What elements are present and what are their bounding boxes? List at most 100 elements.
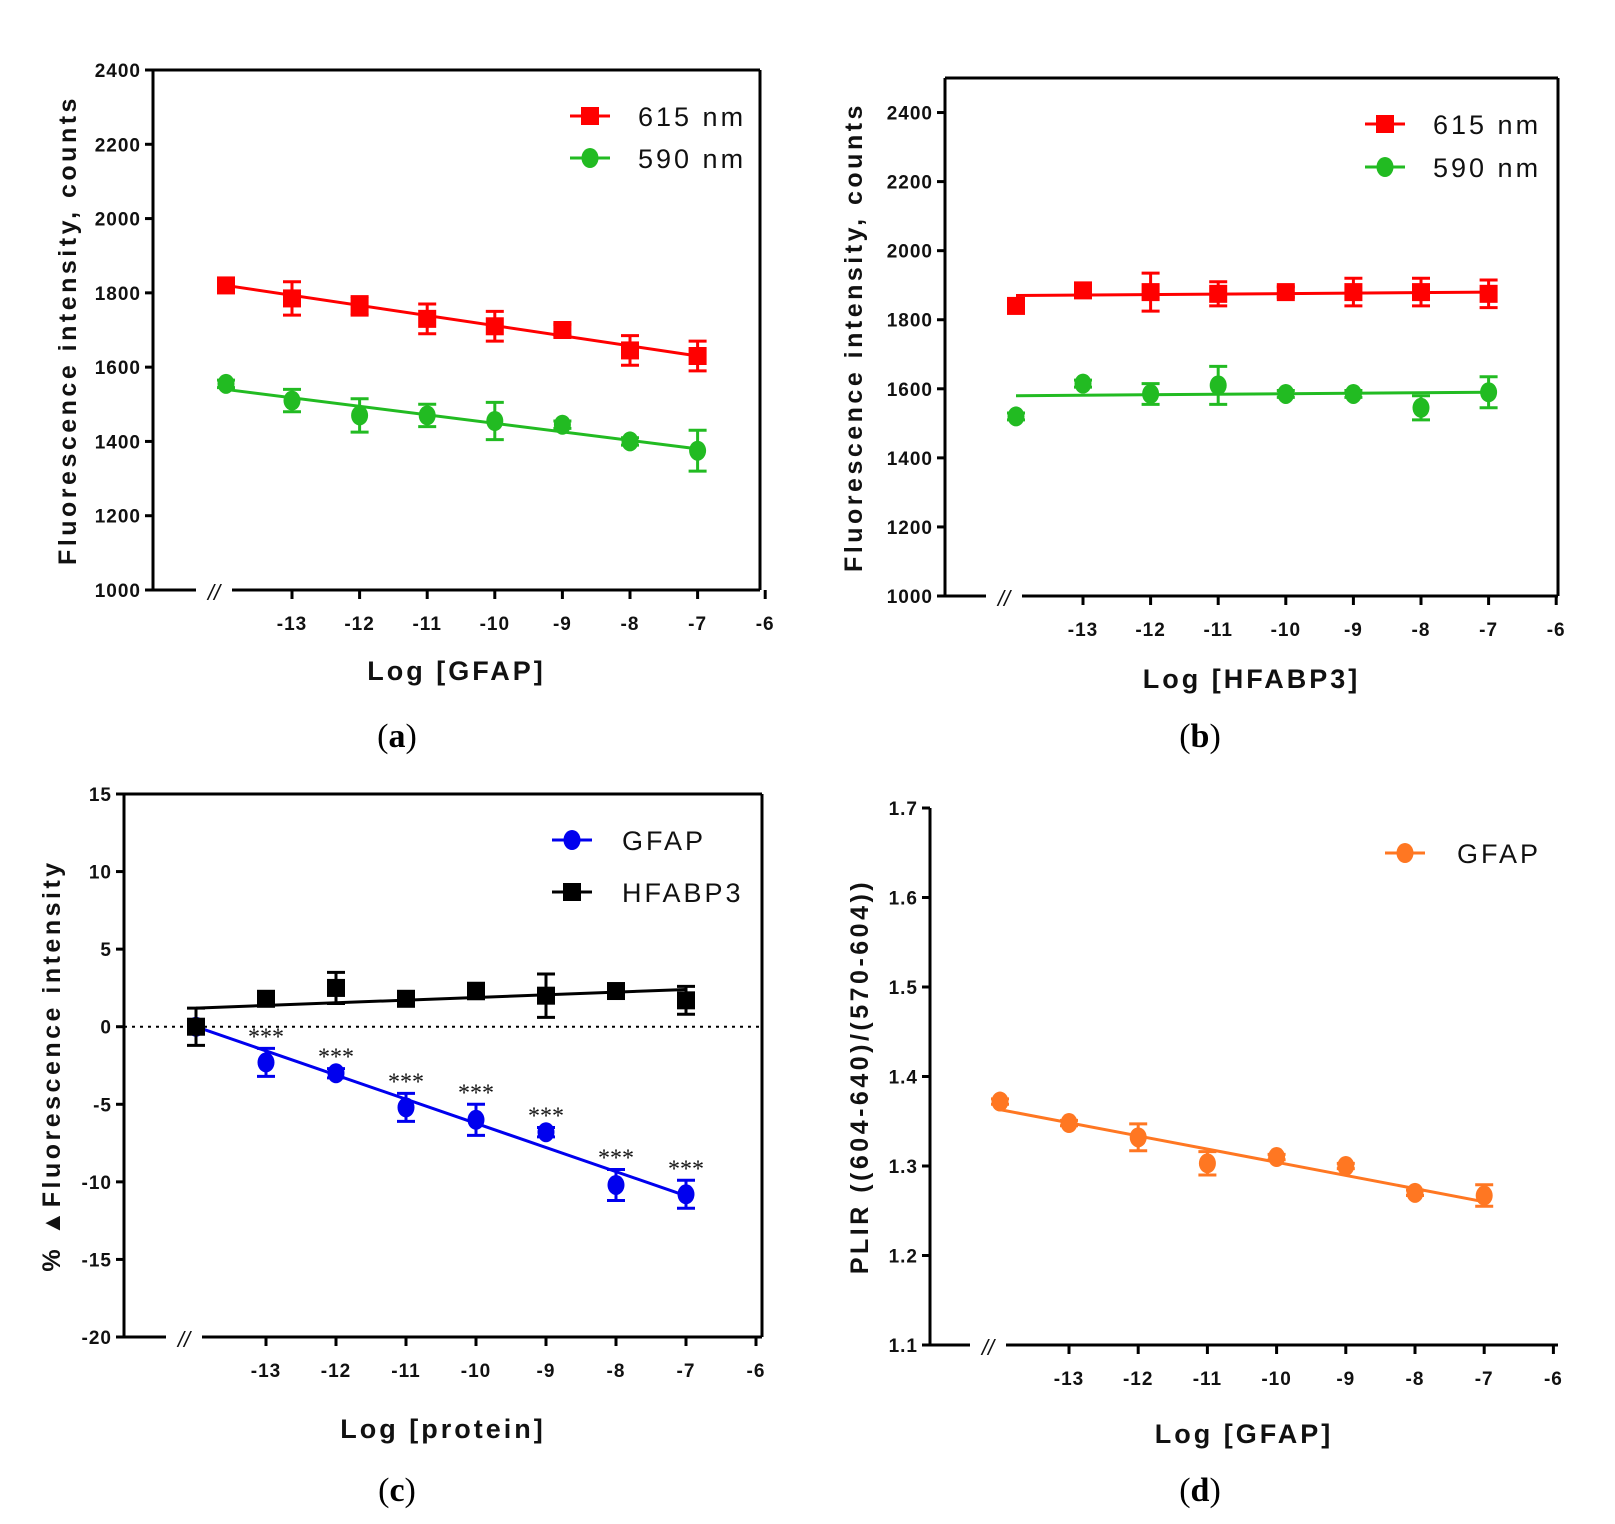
y-tick-label: 2200 — [95, 135, 141, 156]
series-hfabp3 — [187, 970, 695, 1047]
data-point — [607, 982, 625, 1001]
data-point — [1007, 296, 1025, 315]
caption-b: (b) — [1179, 718, 1221, 755]
y-tick-label: 5 — [100, 940, 112, 961]
y-tick-label: 1000 — [95, 581, 141, 602]
series-615-nm — [217, 276, 707, 373]
y-tick-label: 1400 — [95, 432, 141, 453]
legend-marker — [581, 148, 599, 168]
legend-entry: GFAP — [552, 826, 706, 856]
x-tick-label: -11 — [412, 614, 441, 635]
legend-marker — [563, 883, 581, 901]
y-axis-label: Fluorescence intensity, counts — [840, 102, 868, 572]
data-point — [689, 440, 707, 461]
x-tick-label: -8 — [1412, 620, 1431, 641]
significance-stars: *** — [248, 1024, 284, 1050]
legend-entry: 590 nm — [1365, 153, 1541, 183]
data-point — [537, 986, 555, 1005]
legend-label: HFABP3 — [622, 878, 744, 908]
data-point — [991, 1091, 1009, 1112]
significance-stars: *** — [598, 1145, 634, 1171]
data-point — [688, 347, 707, 365]
y-tick-label: 2400 — [95, 61, 141, 82]
panel-b: // 1000 1200 1400 1600 1800 2000 2200 2400 -13 -12… — [840, 76, 1565, 694]
x-tick-label: -12 — [344, 614, 374, 635]
x-tick-label: -13 — [251, 1361, 281, 1382]
significance-stars: *** — [458, 1080, 494, 1106]
x-tick-label: -13 — [277, 614, 307, 635]
data-point — [1337, 1156, 1355, 1176]
y-tick-label: 0 — [100, 1018, 112, 1039]
legend-marker — [581, 107, 599, 125]
x-tick-label: -10 — [461, 1361, 491, 1382]
data-point — [1074, 373, 1092, 394]
axis-break: // — [176, 1327, 192, 1352]
y-tick-label: 1800 — [887, 311, 933, 332]
data-point — [418, 309, 437, 328]
y-tick-label: 1.1 — [889, 1336, 918, 1357]
y-tick-label: 1.4 — [889, 1068, 918, 1089]
data-point — [327, 1063, 345, 1084]
x-tick-label: -11 — [391, 1361, 420, 1382]
data-point — [1344, 383, 1362, 404]
x-tick-label: -10 — [1271, 620, 1301, 641]
data-point — [607, 1174, 625, 1195]
data-point — [537, 1122, 555, 1143]
y-tick-label: 1.3 — [889, 1157, 918, 1178]
data-point — [283, 390, 301, 411]
y-tick-label: 2400 — [887, 104, 933, 125]
x-axis-label: Log [HFABP3] — [1143, 664, 1361, 694]
x-tick-label: -12 — [1123, 1369, 1153, 1390]
data-point — [187, 1017, 205, 1036]
y-tick-label: 1200 — [887, 518, 933, 539]
data-point — [327, 978, 345, 997]
series-615-nm — [1007, 271, 1498, 315]
data-point — [1344, 283, 1363, 302]
data-point — [257, 989, 275, 1008]
x-axis-label: Log [GFAP] — [1155, 1419, 1333, 1449]
x-tick-label: -8 — [1406, 1369, 1425, 1390]
panel-c: // -20 -15 -10 -5 0 5 10 15 -13 -12 -11 -10 -9 -8 -7 -6 L… — [38, 785, 764, 1444]
y-tick-label: 1800 — [95, 284, 141, 305]
y-tick-label: 2200 — [887, 173, 933, 194]
x-tick-label: -12 — [1135, 620, 1165, 641]
legend-label: 590 nm — [1433, 153, 1541, 183]
data-point — [1142, 383, 1160, 404]
series-gfap: *** *** *** *** *** *** *** — [187, 1016, 704, 1210]
caption-c: (c) — [378, 1472, 416, 1509]
legend-marker — [1396, 843, 1414, 863]
y-tick-label: 15 — [89, 785, 112, 806]
data-point — [350, 296, 369, 315]
significance-stars: *** — [318, 1045, 354, 1071]
data-point — [1060, 1113, 1078, 1134]
legend-marker — [1376, 115, 1394, 133]
legend-entry: 615 nm — [570, 102, 746, 132]
data-point — [1209, 284, 1228, 303]
fit-line — [1015, 290, 1489, 298]
data-point — [257, 1052, 275, 1073]
data-point — [1141, 283, 1160, 302]
data-point — [677, 1184, 695, 1205]
data-point — [283, 289, 301, 308]
data-point — [621, 431, 639, 452]
y-tick-label: 1000 — [887, 587, 933, 608]
data-point — [1129, 1127, 1147, 1148]
data-point — [397, 989, 415, 1008]
x-tick-label: -7 — [677, 1361, 696, 1382]
legend-label: GFAP — [1457, 839, 1541, 869]
panel-d: // 1.1 1.2 1.3 1.4 1.5 1.6 1.7 -13 -12 -11 -10 -9 -8 -… — [846, 799, 1562, 1449]
y-tick-label: -5 — [93, 1095, 112, 1116]
legend-marker — [1376, 157, 1394, 177]
y-tick-label: 1.6 — [889, 889, 918, 910]
legend-label: GFAP — [622, 826, 706, 856]
fit-line — [225, 283, 698, 358]
x-tick-label: -7 — [688, 614, 707, 635]
fit-line — [999, 1108, 1485, 1204]
y-axis-label: PLIR ((604-640)/(570-604)) — [846, 879, 874, 1274]
legend-label: 615 nm — [638, 102, 746, 132]
data-point — [1412, 283, 1430, 302]
y-axis-label: % ▲Fluorescence intensity — [38, 859, 66, 1271]
data-point — [485, 317, 504, 336]
data-point — [1277, 383, 1295, 404]
data-point — [1268, 1147, 1286, 1168]
